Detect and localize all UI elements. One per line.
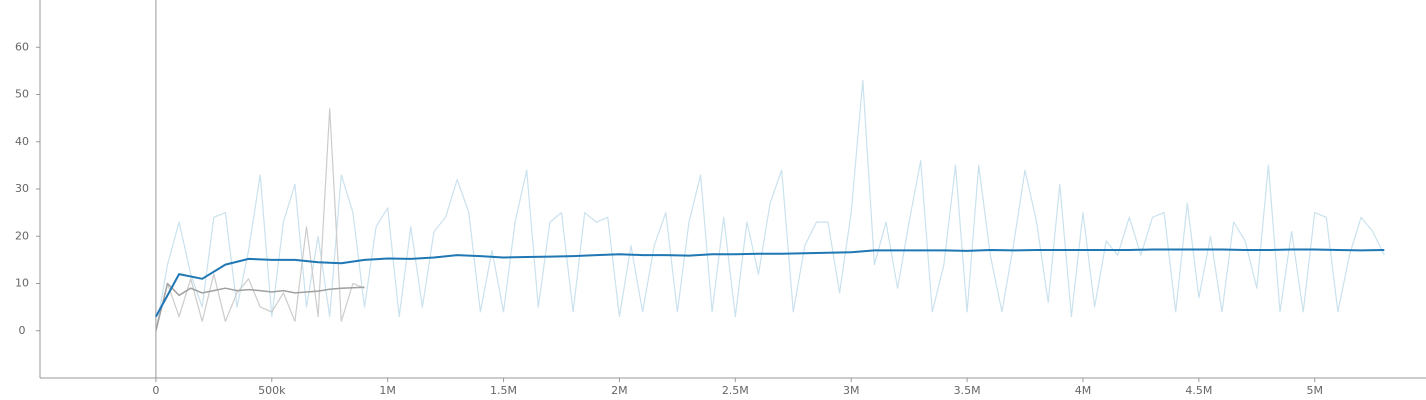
y-tick-label: 0 — [19, 324, 26, 337]
x-tick-label: 0 — [152, 384, 159, 397]
x-tick-label: 2.5M — [722, 384, 749, 397]
line — [155, 79, 1385, 331]
y-tick-label: 10 — [15, 277, 29, 290]
y-tick-label: 20 — [15, 229, 29, 242]
y-tick-label: 30 — [15, 182, 29, 195]
x-tick-label: 1M — [379, 384, 396, 397]
x-tick-label: 3M — [843, 384, 860, 397]
x-tick-label: 5M — [1306, 384, 1323, 397]
y-tick-label: 40 — [15, 135, 29, 148]
x-tick-label: 2M — [611, 384, 628, 397]
x-tick-label: 1.5M — [490, 384, 517, 397]
line — [155, 108, 365, 331]
y-tick-label: 50 — [15, 88, 29, 101]
line — [155, 282, 365, 331]
x-tick-label: 3.5M — [954, 384, 981, 397]
y-tick-label: 60 — [15, 40, 29, 53]
x-tick-label: 4.5M — [1185, 384, 1212, 397]
line — [155, 248, 1385, 318]
x-tick-label: 500k — [258, 384, 286, 397]
x-tick-label: 4M — [1075, 384, 1092, 397]
